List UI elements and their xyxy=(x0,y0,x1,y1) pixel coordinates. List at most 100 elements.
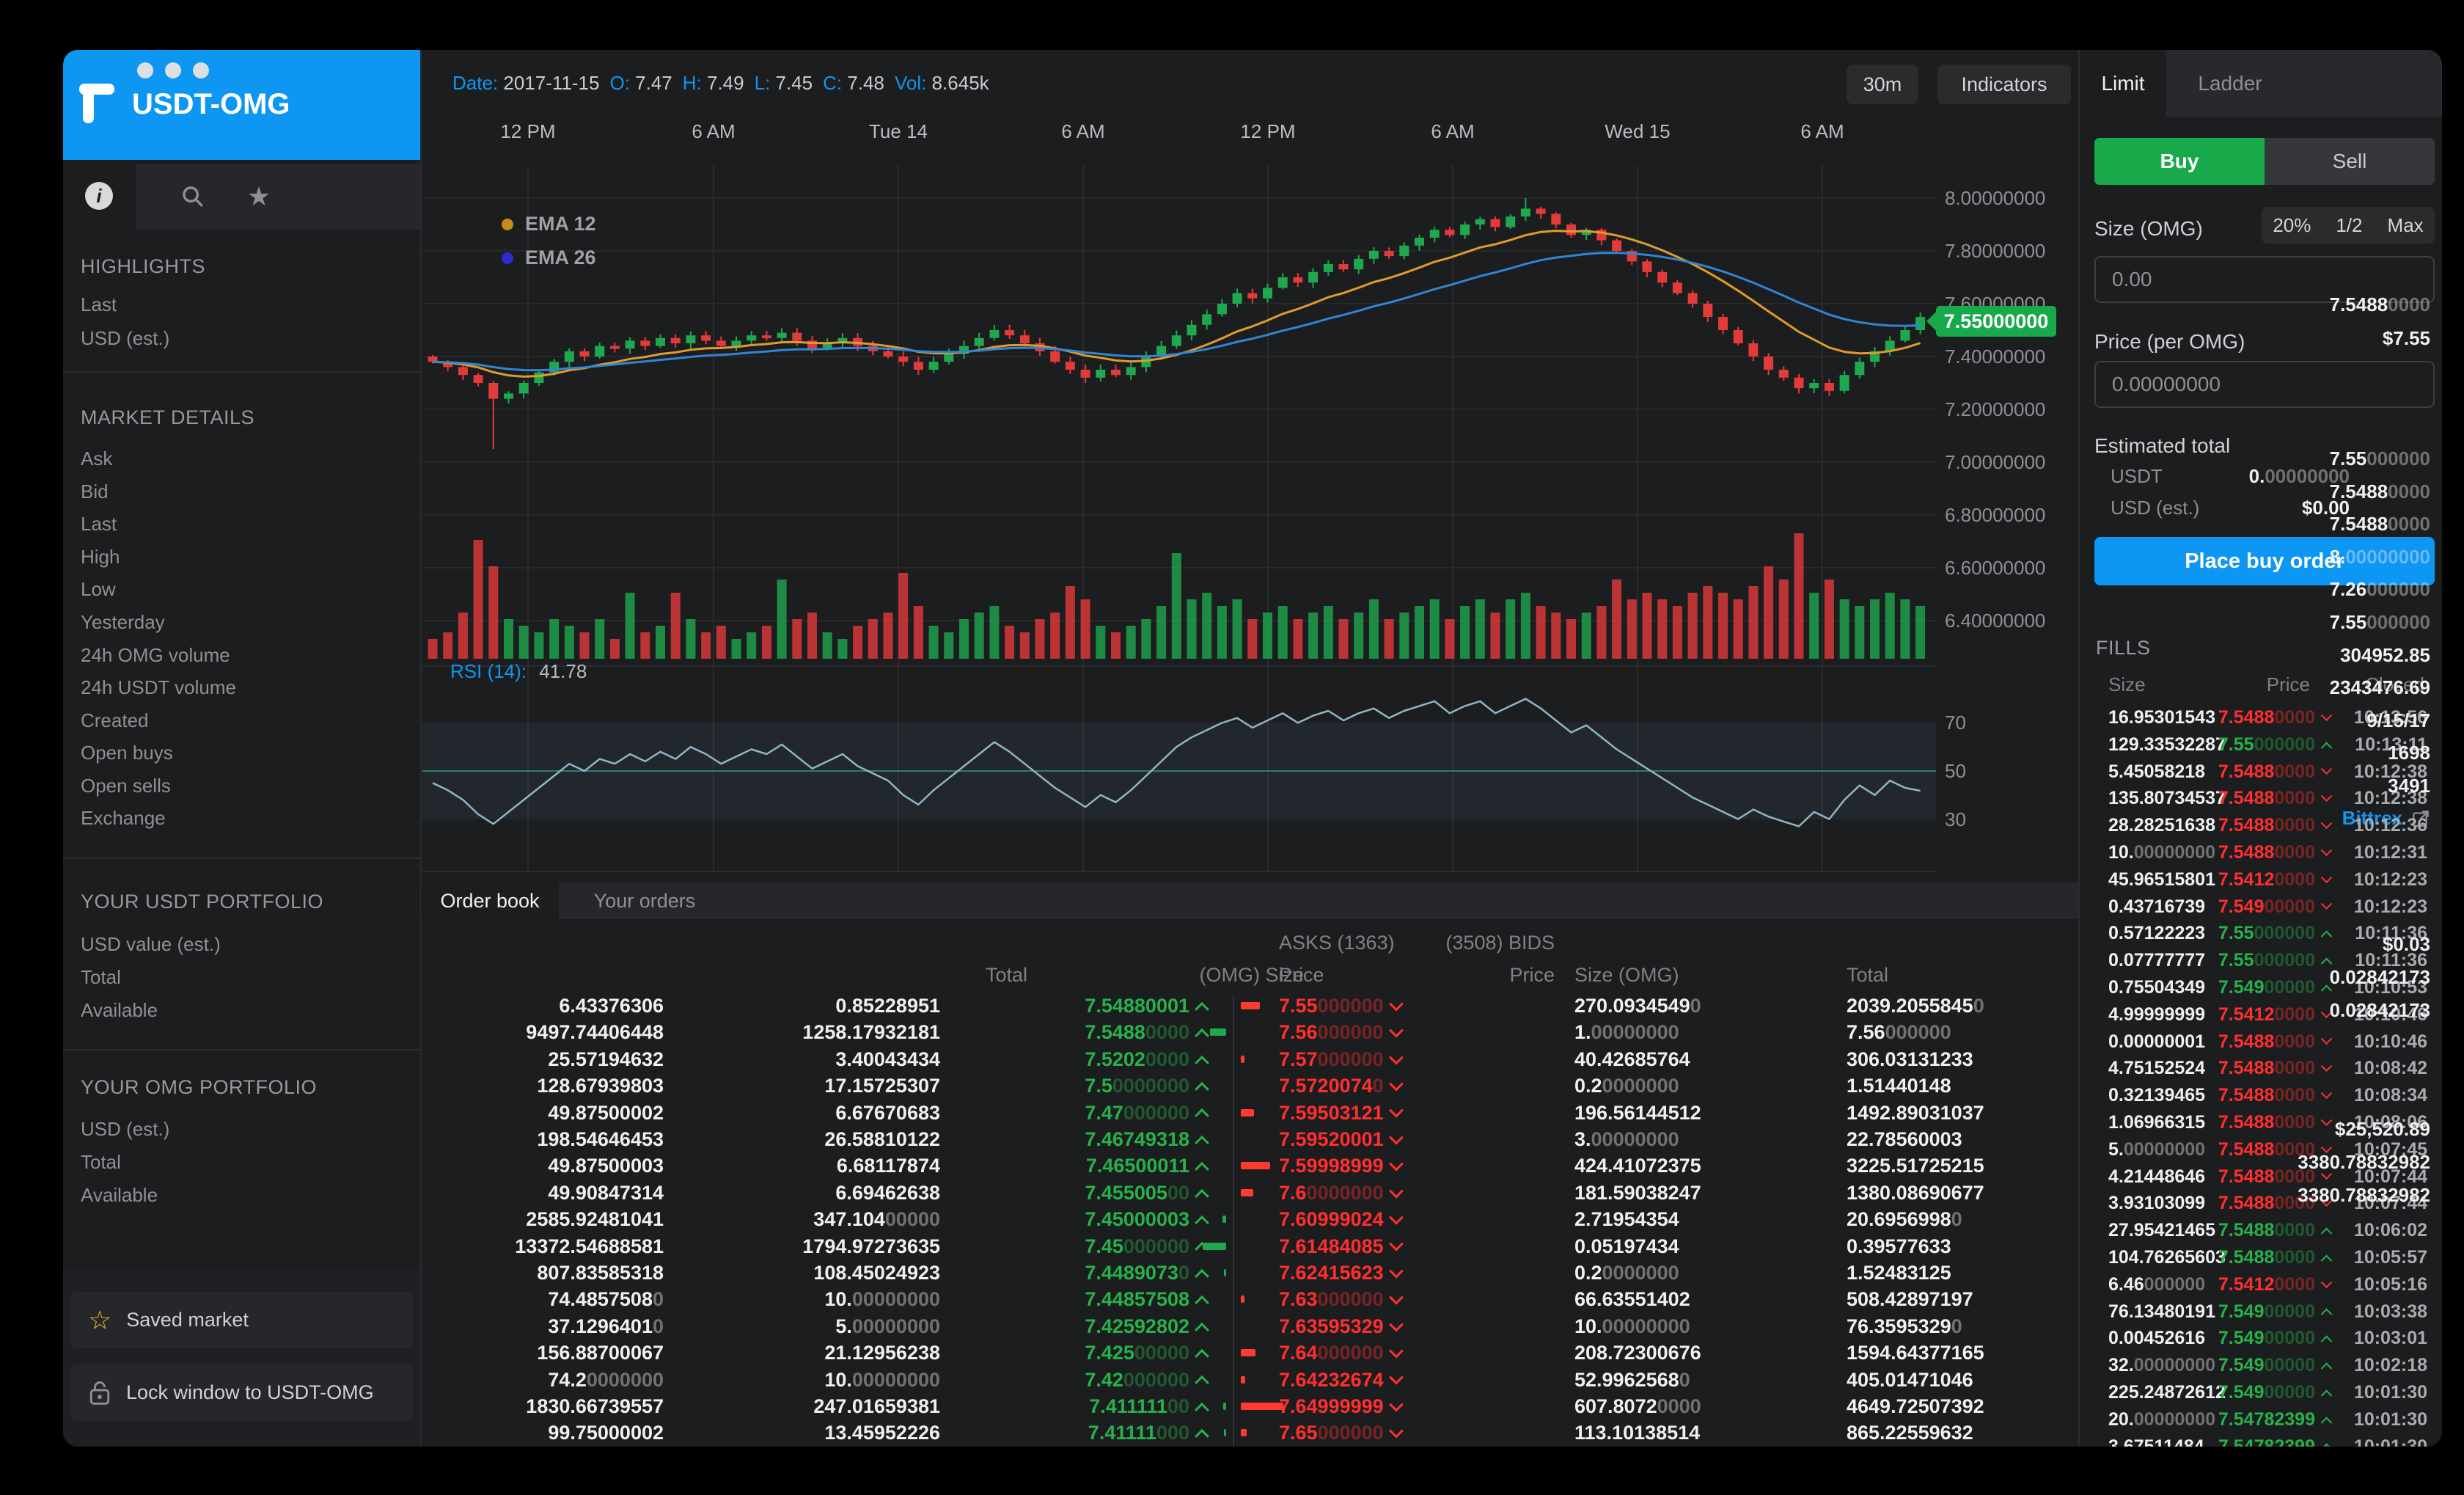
ask-price[interactable]: 7.63595329 xyxy=(1279,1315,1404,1338)
ask-row[interactable]: 7.61484085 0.05197434 0.39577633 xyxy=(63,1233,2078,1260)
size-20pct-button[interactable]: 20% xyxy=(2273,213,2311,236)
ask-price[interactable]: 7.61484085 xyxy=(1279,1235,1404,1258)
bid-row[interactable]: 74.48575080 10.00000000 7.44857508 xyxy=(63,1286,2078,1312)
bid-price[interactable]: 7.45000000 xyxy=(1085,1235,1209,1258)
sidebar-tab-favorites[interactable]: ★ xyxy=(226,164,292,230)
bid-price[interactable]: 7.42592802 xyxy=(1085,1315,1209,1338)
sidebar-tab-info[interactable]: i xyxy=(63,164,136,230)
bid-price[interactable]: 7.47000000 xyxy=(1085,1102,1209,1125)
ask-price[interactable]: 7.55000000 xyxy=(1279,995,1404,1017)
bid-row[interactable]: 128.67939803 17.15725307 7.50000000 xyxy=(63,1072,2078,1099)
ask-price[interactable]: 7.60000000 xyxy=(1279,1182,1404,1205)
bid-price[interactable]: 7.45500500 xyxy=(1085,1182,1209,1205)
tab-order-book[interactable]: Order book xyxy=(421,882,559,919)
bid-price[interactable]: 7.46500011 xyxy=(1086,1155,1209,1177)
ask-size: 10.00000000 xyxy=(1574,1315,1690,1337)
bid-row[interactable]: 49.87500002 6.67670683 7.47000000 xyxy=(63,1100,2078,1126)
bid-row[interactable]: 49.87500003 6.68117874 7.46500011 xyxy=(63,1152,2078,1179)
fill-row: 225.24872612 7.54900000 10:01:30 xyxy=(2078,1379,2442,1406)
ask-row[interactable]: 7.59503121 196.56144512 1492.89031037 xyxy=(63,1100,2078,1126)
ask-price[interactable]: 7.62415623 xyxy=(1279,1262,1404,1284)
bid-row[interactable]: 156.88700067 21.12956238 7.42500000 xyxy=(63,1339,2078,1366)
bid-price[interactable]: 7.41111000 xyxy=(1088,1422,1209,1444)
ask-price[interactable]: 7.64999999 xyxy=(1279,1395,1404,1418)
ask-row[interactable]: 7.55000000 270.09345490 2039.20558450 xyxy=(63,993,2078,1019)
ask-price[interactable]: 7.65000000 xyxy=(1279,1422,1404,1444)
ask-price[interactable]: 7.64000000 xyxy=(1279,1342,1404,1364)
bid-row[interactable]: 807.83585318 108.45024923 7.44890730 xyxy=(63,1260,2078,1286)
tab-ladder[interactable]: Ladder xyxy=(2198,72,2262,95)
ask-price[interactable]: 7.60999024 xyxy=(1279,1208,1404,1231)
bid-row[interactable]: 49.90847314 6.69462638 7.45500500 xyxy=(63,1180,2078,1206)
bid-price[interactable]: 7.50000000 xyxy=(1085,1075,1209,1097)
bid-row[interactable]: 9497.74406448 1258.17932181 7.54880000 xyxy=(63,1019,2078,1045)
bid-price[interactable]: 7.41111100 xyxy=(1089,1395,1209,1418)
ask-row[interactable]: 7.60999024 2.71954354 20.69569980 xyxy=(63,1206,2078,1232)
ask-row[interactable]: 7.59998999 424.41072375 3225.51725215 xyxy=(63,1152,2078,1179)
ask-price[interactable]: 7.59998999 xyxy=(1279,1155,1404,1177)
buy-toggle-button[interactable]: Buy xyxy=(2094,138,2265,185)
size-half-button[interactable]: 1/2 xyxy=(2336,213,2363,236)
bid-row[interactable]: 1830.66739557 247.01659381 7.41111100 xyxy=(63,1393,2078,1419)
tab-limit[interactable]: Limit xyxy=(2080,50,2166,117)
ask-row[interactable]: 7.64000000 208.72300676 1594.64377165 xyxy=(63,1339,2078,1366)
bid-price[interactable]: 7.42500000 xyxy=(1085,1342,1209,1364)
sidebar-tab-search[interactable] xyxy=(160,164,226,230)
ask-price[interactable]: 7.57000000 xyxy=(1279,1048,1404,1071)
bid-price[interactable]: 7.54880001 xyxy=(1085,995,1209,1017)
timeframe-button[interactable]: 30m xyxy=(1847,65,1918,104)
ask-price[interactable]: 7.64232674 xyxy=(1279,1369,1404,1392)
window-minimize-button[interactable] xyxy=(165,62,181,78)
ask-row[interactable]: 7.62415623 0.20000000 1.52483125 xyxy=(63,1260,2078,1286)
bid-row[interactable]: 74.20000000 10.00000000 7.42000000 xyxy=(63,1367,2078,1393)
size-input[interactable] xyxy=(2094,256,2435,303)
rsi-tick: 70 xyxy=(1945,712,1966,734)
ask-row[interactable]: 7.63595329 10.00000000 76.35953290 xyxy=(63,1313,2078,1339)
ask-row[interactable]: 7.56000000 1.00000000 7.56000000 xyxy=(63,1019,2078,1045)
ask-row[interactable]: 7.63000000 66.63551402 508.42897197 xyxy=(63,1286,2078,1312)
ask-size: 424.41072375 xyxy=(1574,1155,1701,1177)
ask-row[interactable]: 7.59520001 3.00000000 22.78560003 xyxy=(63,1126,2078,1152)
window-zoom-button[interactable] xyxy=(193,62,209,78)
ask-row[interactable]: 7.57200740 0.20000000 1.51440148 xyxy=(63,1072,2078,1099)
exchange-link[interactable]: Bittrex xyxy=(2342,807,2402,829)
ask-row[interactable]: 7.64232674 52.99625680 405.01471046 xyxy=(63,1367,2078,1393)
ask-row[interactable]: 7.60000000 181.59038247 1380.08690677 xyxy=(63,1180,2078,1206)
ask-price[interactable]: 7.59503121 xyxy=(1279,1102,1404,1125)
bid-price[interactable]: 7.45000003 xyxy=(1085,1208,1209,1231)
bid-row[interactable]: 25.57194632 3.40043434 7.52020000 xyxy=(63,1046,2078,1072)
bid-price[interactable]: 7.52020000 xyxy=(1085,1048,1209,1071)
bid-row[interactable]: 198.54646453 26.58810122 7.46749318 xyxy=(63,1126,2078,1152)
bid-row[interactable]: 99.75000002 13.45952226 7.41111000 xyxy=(63,1419,2078,1446)
size-max-button[interactable]: Max xyxy=(2387,213,2424,236)
place-buy-order-button[interactable]: Place buy order xyxy=(2094,537,2435,585)
ask-price[interactable]: 7.63000000 xyxy=(1279,1288,1404,1311)
ask-row[interactable]: 7.65000000 113.10138514 865.22559632 xyxy=(63,1419,2078,1446)
bid-row[interactable]: 37.12964010 5.00000000 7.42592802 xyxy=(63,1313,2078,1339)
ask-price[interactable]: 7.57200740 xyxy=(1279,1075,1404,1097)
ask-price[interactable]: 7.56000000 xyxy=(1279,1021,1404,1044)
ask-row[interactable]: 7.64999999 607.80720000 4649.72507392 xyxy=(63,1393,2078,1419)
price-input[interactable] xyxy=(2094,361,2435,408)
indicators-button[interactable]: Indicators xyxy=(1937,65,2071,104)
bid-price[interactable]: 7.46749318 xyxy=(1085,1128,1209,1151)
bid-price[interactable]: 7.54880000 xyxy=(1085,1021,1209,1044)
saved-market-label: Saved market xyxy=(126,1309,249,1331)
price-chart[interactable] xyxy=(63,50,2078,880)
ask-price[interactable]: 7.59520001 xyxy=(1279,1128,1404,1151)
lock-window-button[interactable]: Lock window to USDT-OMG xyxy=(70,1364,413,1421)
bid-row[interactable]: 13372.54688581 1794.97273635 7.45000000 xyxy=(63,1233,2078,1260)
lock-icon xyxy=(89,1381,110,1405)
window-close-button[interactable] xyxy=(137,62,153,78)
sell-toggle-button[interactable]: Sell xyxy=(2265,138,2435,185)
bid-row[interactable]: 2585.92481041 347.10400000 7.45000003 xyxy=(63,1206,2078,1232)
bid-price[interactable]: 7.42000000 xyxy=(1085,1369,1209,1392)
saved-market-button[interactable]: ☆ Saved market xyxy=(70,1292,413,1348)
kv-row: Last 7.54880000 xyxy=(81,293,2430,316)
trading-app-window: USDT-OMG i ★ HIGHLIGHTS MARKET DETAILS E… xyxy=(63,50,2442,1447)
bid-row[interactable]: 6.43376306 0.85228951 7.54880001 xyxy=(63,993,2078,1019)
ask-row[interactable]: 7.57000000 40.42685764 306.03131233 xyxy=(63,1046,2078,1072)
bid-price[interactable]: 7.44890730 xyxy=(1085,1262,1209,1284)
tab-your-orders[interactable]: Your orders xyxy=(593,889,696,912)
bid-price[interactable]: 7.44857508 xyxy=(1085,1288,1209,1311)
